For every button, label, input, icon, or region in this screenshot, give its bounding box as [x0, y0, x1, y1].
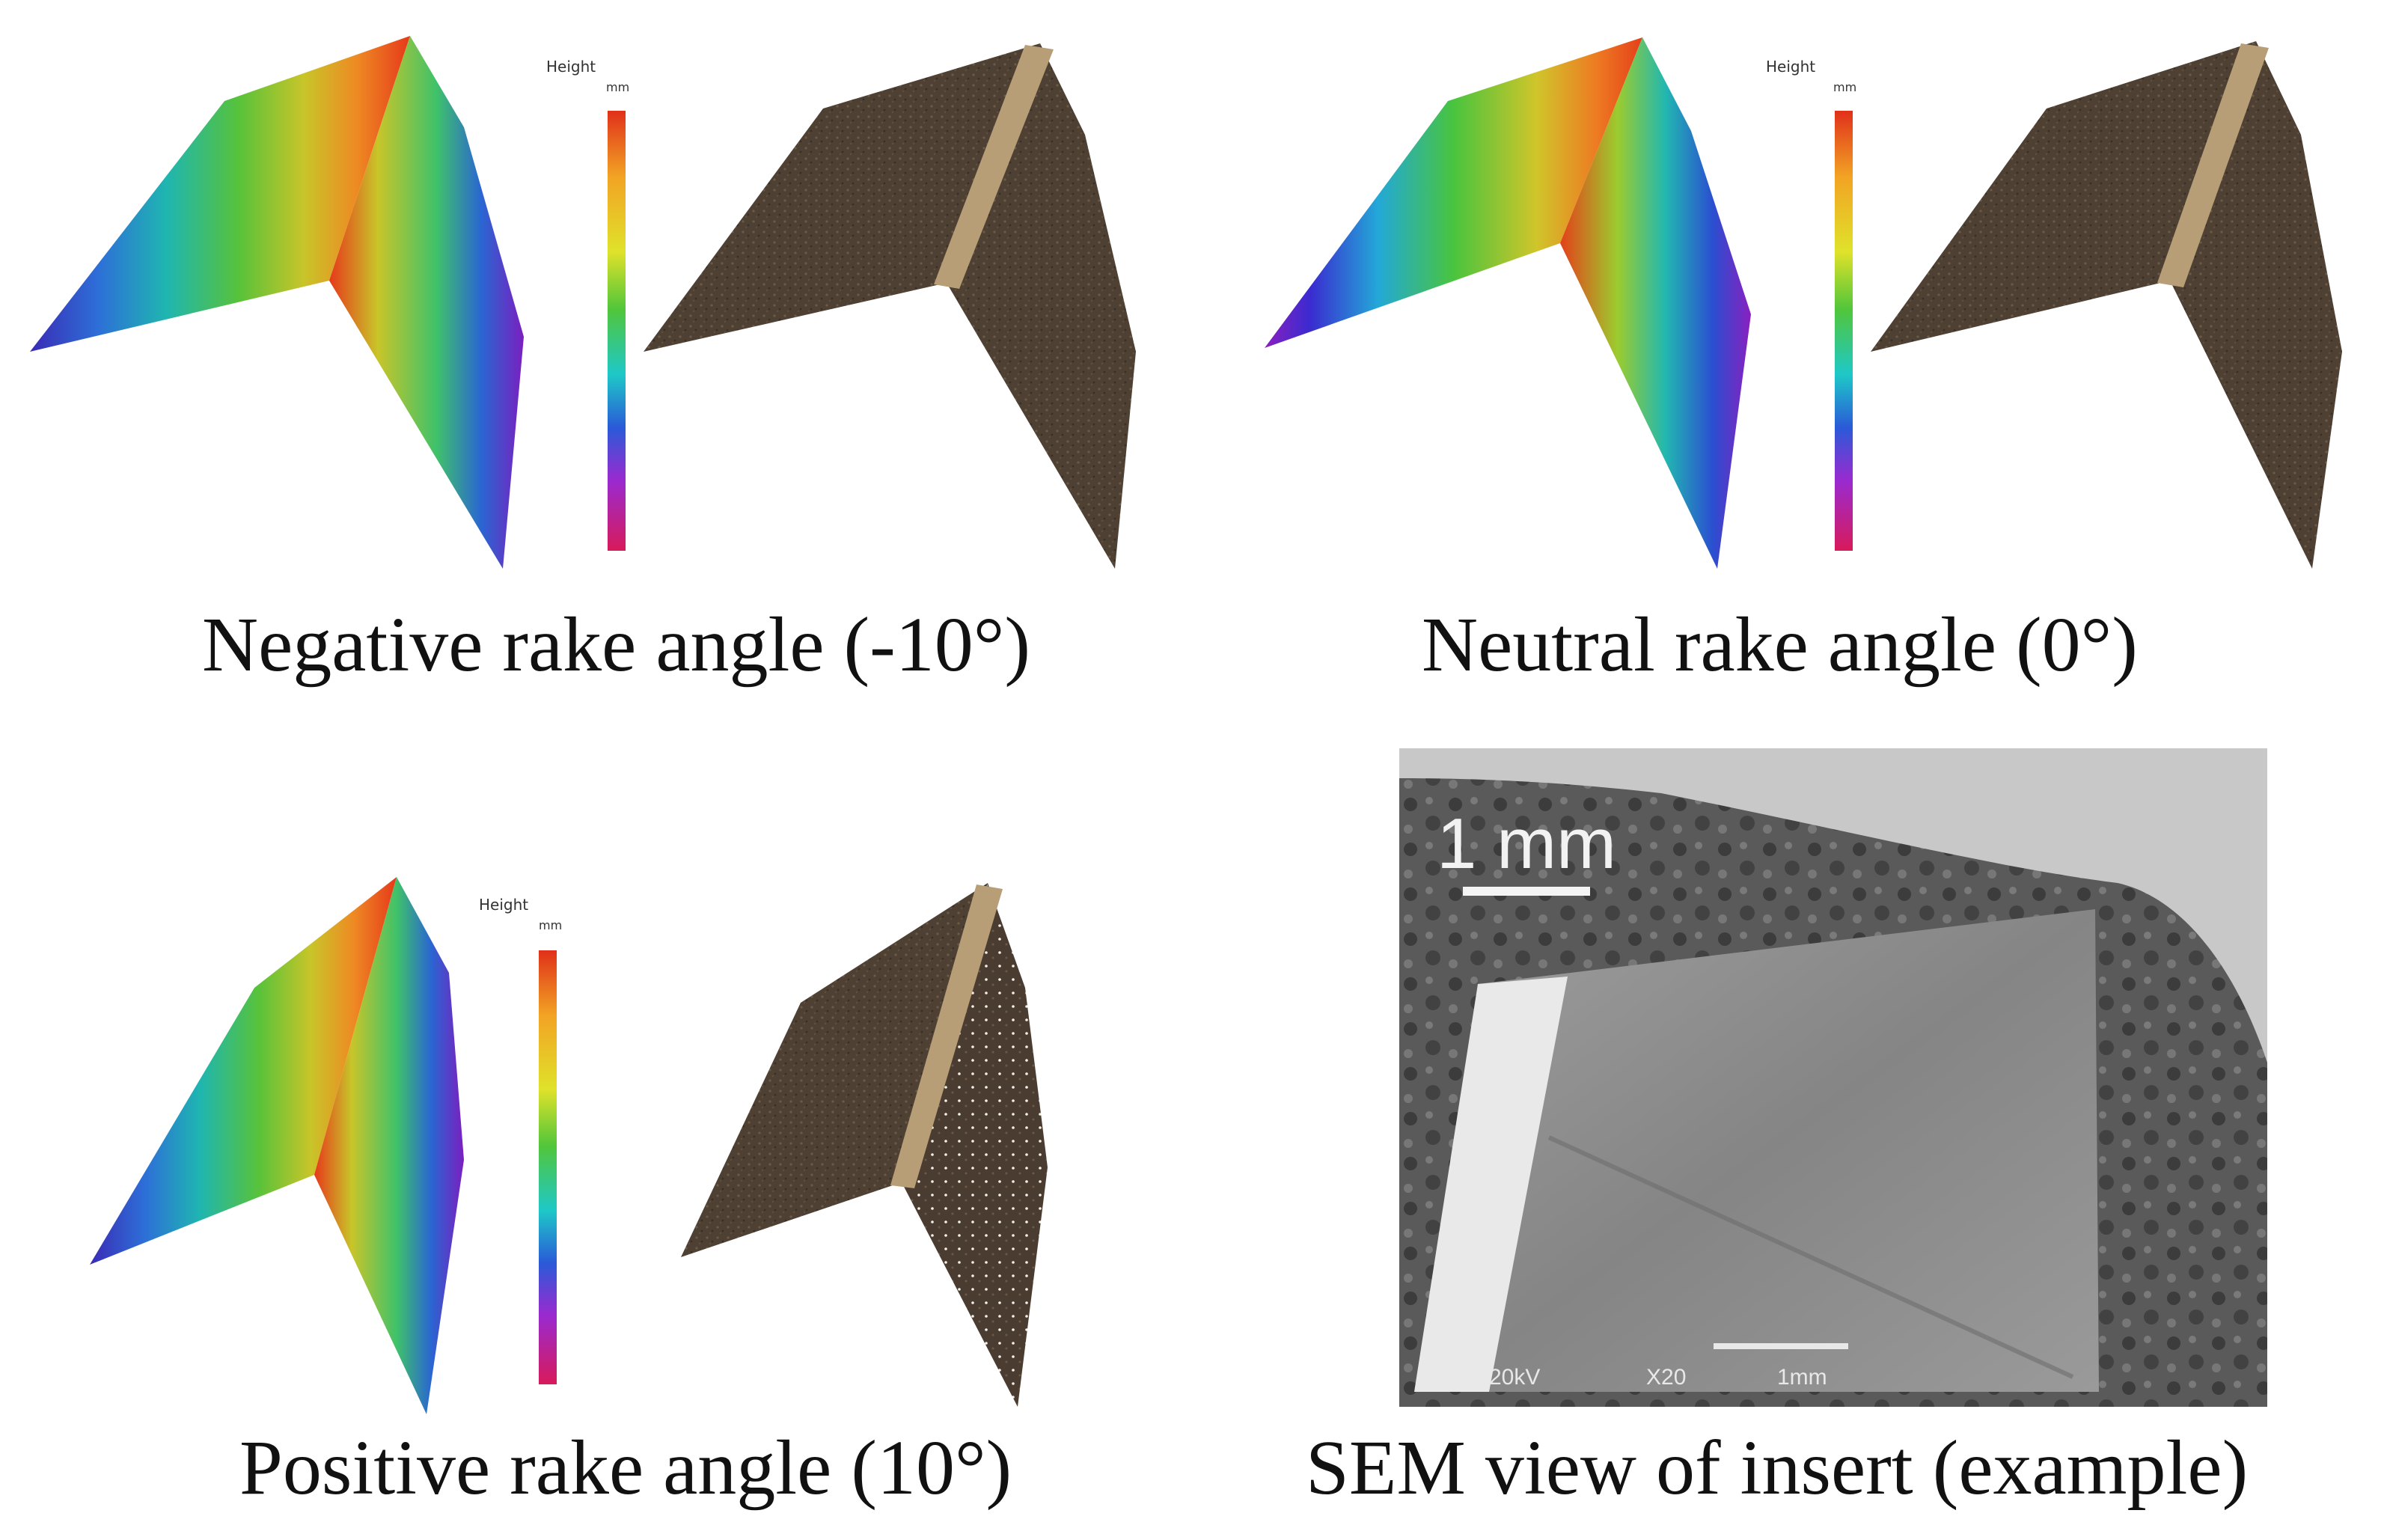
- neutral-flank-face: [1560, 37, 1751, 569]
- sem-footer-scale-bar: [1714, 1343, 1848, 1349]
- colorbar-title: Height: [546, 58, 596, 76]
- positive-rake-face: [90, 877, 397, 1265]
- sem-rake-face: [1433, 909, 2099, 1392]
- negative-cutting-edge: [934, 45, 1054, 289]
- negative-mesh: [644, 43, 1136, 569]
- sem-bright-edge: [1414, 977, 1568, 1392]
- colorbar-gradient: [1835, 111, 1853, 551]
- caption-positive: Positive rake angle (10°): [239, 1425, 1012, 1511]
- negative-flank-face: [329, 36, 524, 569]
- sem-footer-x: X20: [1646, 1365, 1686, 1390]
- positive-mesh-rake-face: [681, 883, 988, 1257]
- caption-negative: Negative rake angle (-10°): [202, 602, 1031, 688]
- positive-mesh: [681, 883, 1048, 1407]
- neutral-heightmap: [1265, 37, 1751, 569]
- sem-scale-bar: [1463, 887, 1590, 896]
- neutral-cutting-edge: [2157, 43, 2269, 287]
- neutral-mesh-rake-face: [1871, 41, 2256, 352]
- sem-image: 1 mm 20kV X20 1mm: [1399, 748, 2267, 1407]
- positive-colorbar: Height mm: [479, 896, 562, 1384]
- caption-sem: SEM view of insert (example): [1306, 1425, 2249, 1511]
- positive-mesh-flank-face: [902, 883, 1048, 1407]
- colorbar-unit: mm: [1833, 80, 1856, 94]
- colorbar-gradient: [608, 111, 626, 551]
- colorbar-gradient: [539, 950, 557, 1384]
- sem-scale-label: 1 mm: [1437, 804, 1616, 884]
- caption-neutral: Neutral rake angle (0°): [1422, 602, 2138, 688]
- colorbar-title: Height: [479, 896, 528, 914]
- positive-flank-face: [314, 877, 464, 1414]
- colorbar-title: Height: [1766, 58, 1815, 76]
- neutral-mesh: [1871, 41, 2342, 569]
- negative-colorbar: Height mm: [546, 58, 629, 551]
- negative-rake-face: [30, 36, 410, 352]
- positive-heightmap: [90, 877, 464, 1414]
- sem-footer-scale: 1mm: [1777, 1365, 1827, 1390]
- positive-cutting-edge: [890, 884, 1003, 1188]
- negative-heightmap: [30, 36, 524, 569]
- neutral-rake-face: [1265, 37, 1642, 348]
- colorbar-unit: mm: [539, 918, 562, 932]
- colorbar-unit: mm: [606, 80, 629, 94]
- neutral-colorbar: Height mm: [1766, 58, 1856, 551]
- sem-footer-kv: 20kV: [1489, 1365, 1540, 1390]
